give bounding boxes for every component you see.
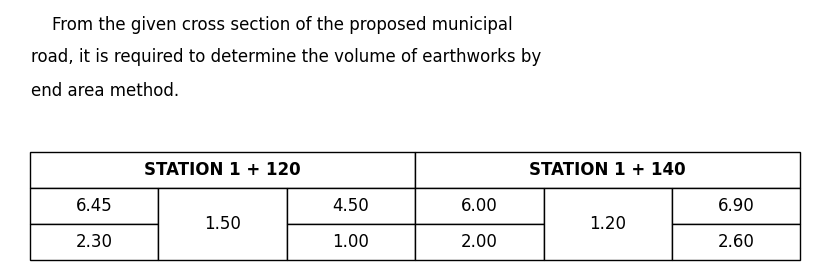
Bar	[30, 188, 159, 224]
Text: 2.00: 2.00	[461, 233, 498, 251]
Text: 4.50: 4.50	[333, 197, 369, 215]
Text: 1.50: 1.50	[204, 215, 241, 233]
Bar	[415, 188, 544, 224]
Text: road, it is required to determine the volume of earthworks by: road, it is required to determine the vo…	[31, 49, 542, 66]
Bar	[415, 224, 544, 260]
Text: 6.90: 6.90	[718, 197, 754, 215]
Text: 1.00: 1.00	[332, 233, 369, 251]
Bar	[672, 188, 800, 224]
Bar	[30, 152, 415, 188]
Text: From the given cross section of the proposed municipal: From the given cross section of the prop…	[31, 15, 513, 33]
Text: 6.45: 6.45	[76, 197, 112, 215]
Text: 1.20: 1.20	[589, 215, 626, 233]
Bar	[544, 188, 672, 260]
Bar	[415, 152, 800, 188]
Bar	[159, 188, 287, 260]
Bar	[287, 224, 415, 260]
Text: STATION 1 + 120: STATION 1 + 120	[144, 161, 301, 179]
Text: 6.00: 6.00	[461, 197, 497, 215]
Text: STATION 1 + 140: STATION 1 + 140	[529, 161, 686, 179]
Bar	[287, 188, 415, 224]
Text: end area method.: end area method.	[31, 81, 179, 100]
Text: 2.60: 2.60	[718, 233, 755, 251]
Text: 2.30: 2.30	[75, 233, 112, 251]
Bar	[30, 224, 159, 260]
Bar	[672, 224, 800, 260]
